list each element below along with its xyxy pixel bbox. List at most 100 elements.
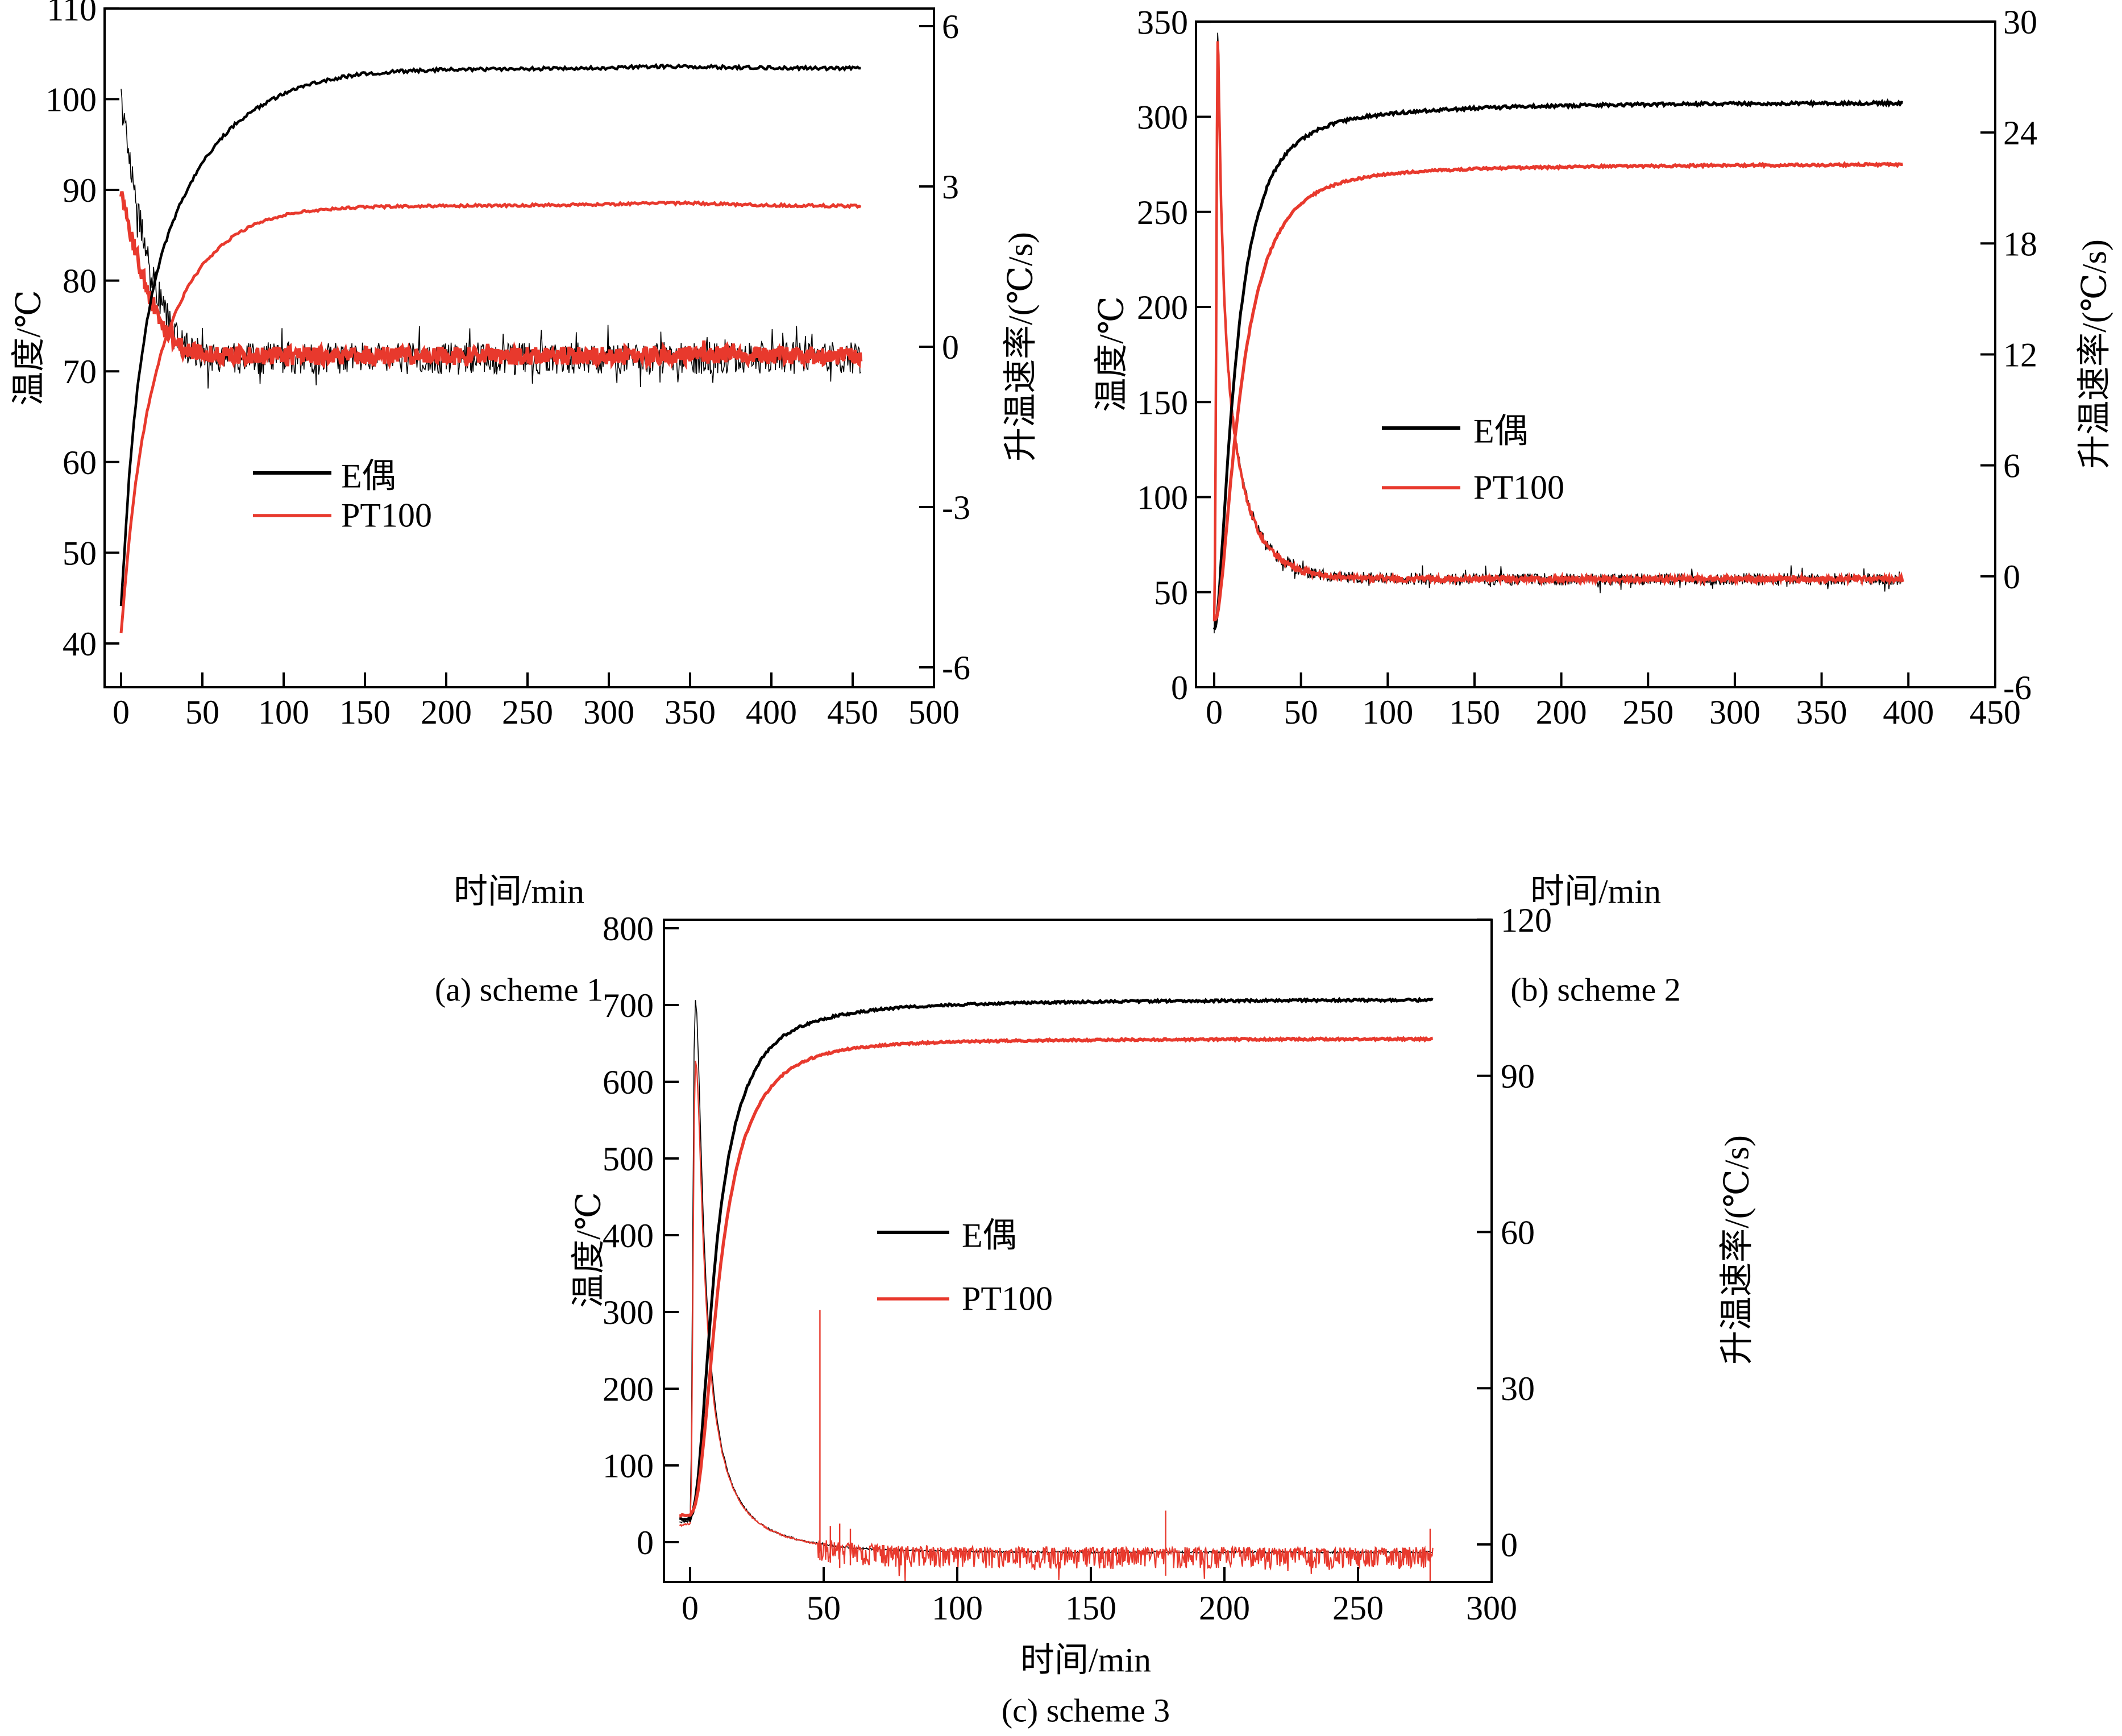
left-tick-label: 40 (63, 625, 97, 663)
chart-a-curves (119, 63, 863, 634)
series-E偶温度 (1212, 98, 1903, 630)
right-tick-label: 0 (942, 329, 959, 366)
left-tick-label: 600 (603, 1064, 654, 1101)
ticks: 0 50 100 150 200 250 3000100200300400500600700… (603, 902, 1552, 1627)
left-tick-label: 500 (603, 1140, 654, 1178)
right-tick-label: 24 (2003, 114, 2037, 152)
chart-c: 0 50 100 150 200 250 3000100200300400500600700… (603, 902, 1552, 1627)
x-tick-label: 100 (932, 1589, 983, 1627)
x-tick-label: 100 (258, 693, 309, 731)
left-tick-label: 100 (45, 81, 97, 118)
x-tick-label: 450 (827, 693, 878, 731)
x-tick-label: 0 (113, 693, 130, 731)
x-tick-label: 50 (1284, 693, 1318, 731)
series-PT100升温速率 (679, 1060, 1434, 1581)
legend-label: PT100 (962, 1280, 1053, 1318)
x-tick-label: 350 (665, 693, 716, 731)
y-axis-label-right: 升温速率/(℃/s) (1718, 1135, 1756, 1365)
right-tick-label: 120 (1501, 902, 1552, 939)
x-tick-label: 150 (339, 693, 391, 731)
right-tick-label: 30 (1501, 1370, 1535, 1407)
x-tick-label: 150 (1449, 693, 1500, 731)
x-tick-label: 50 (807, 1589, 841, 1627)
series-PT100升温速率 (119, 191, 863, 371)
left-tick-label: 110 (47, 0, 97, 28)
left-tick-label: 60 (63, 444, 97, 481)
left-tick-label: 50 (63, 534, 97, 572)
left-tick-label: 300 (1137, 99, 1188, 136)
series-E偶升温速率 (679, 1000, 1433, 1555)
x-axis-label: 时间/min (1020, 1641, 1152, 1679)
left-tick-label: 50 (1154, 574, 1188, 612)
x-tick-label: 350 (1796, 693, 1847, 731)
series-PT100温度 (119, 200, 862, 634)
left-tick-label: 250 (1137, 194, 1188, 231)
x-tick-label: 0 (1206, 693, 1223, 731)
x-tick-label: 500 (908, 693, 960, 731)
x-tick-label: 400 (746, 693, 797, 731)
right-tick-label: 60 (1501, 1214, 1535, 1251)
left-tick-label: 300 (603, 1294, 654, 1331)
x-tick-label: 250 (502, 693, 553, 731)
right-tick-label: 30 (2003, 3, 2037, 41)
right-tick-label: 12 (2003, 336, 2037, 373)
left-tick-label: 200 (1137, 289, 1188, 326)
left-tick-label: 800 (603, 910, 654, 948)
ticks: 0 50 100 150 200 250 300 350 400 450 5004050607080… (45, 0, 970, 731)
x-tick-label: 100 (1362, 693, 1413, 731)
legend-label: PT100 (1473, 468, 1565, 506)
y-axis-label-left: 温度/℃ (1093, 296, 1131, 412)
x-tick-label: 400 (1883, 693, 1934, 731)
legend-label: E偶 (962, 1216, 1017, 1255)
ticks: 0 50 100 150 200 250 300 350 400 4500501001502002… (1137, 3, 2037, 731)
x-tick-label: 250 (1332, 1589, 1384, 1627)
y-axis-label-right: 升温速率/(℃/s) (1002, 232, 1040, 462)
legend-label: E偶 (341, 457, 396, 495)
y-axis-label-left: 温度/℃ (10, 290, 48, 406)
right-tick-label: -6 (942, 649, 970, 687)
series-E偶温度 (679, 996, 1434, 1523)
x-axis-label: 时间/min (1530, 873, 1662, 911)
left-tick-label: 150 (1137, 384, 1188, 421)
series-PT100温度 (1213, 161, 1904, 622)
right-tick-label: 6 (942, 8, 959, 45)
chart-a: 0 50 100 150 200 250 300 350 400 450 5004050607080… (45, 0, 970, 731)
chart-caption: (a) scheme 1 (434, 971, 604, 1008)
left-tick-label: 80 (63, 263, 97, 300)
left-tick-label: 700 (603, 987, 654, 1024)
right-tick-label: -3 (942, 489, 970, 526)
right-tick-label: 6 (2003, 447, 2020, 485)
x-tick-label: 200 (421, 693, 472, 731)
axes-frame (663, 919, 1493, 1583)
left-tick-label: 100 (603, 1447, 654, 1485)
chart-b-curves (1212, 32, 1904, 634)
legend-label: E偶 (1473, 412, 1529, 450)
right-tick-label: 3 (942, 168, 959, 206)
series-E偶升温速率 (1214, 32, 1904, 634)
x-tick-label: 300 (583, 693, 634, 731)
left-tick-label: 0 (637, 1524, 654, 1561)
chart-caption: (c) scheme 3 (1001, 1692, 1170, 1729)
left-tick-label: 200 (603, 1370, 654, 1408)
y-axis-label-right: 升温速率/(℃/s) (2075, 239, 2113, 469)
x-tick-label: 300 (1709, 693, 1760, 731)
y-axis-label-left: 温度/℃ (570, 1192, 608, 1308)
left-tick-label: 0 (1171, 669, 1188, 707)
right-tick-label: 0 (2003, 558, 2020, 596)
x-tick-label: 50 (185, 693, 219, 731)
x-axis-label: 时间/min (453, 873, 585, 911)
x-tick-label: 0 (682, 1589, 699, 1627)
x-tick-label: 200 (1536, 693, 1587, 731)
series-E偶温度 (119, 63, 861, 607)
right-tick-label: 0 (1501, 1526, 1518, 1564)
legend-label: PT100 (341, 496, 433, 534)
axes-frame (1195, 20, 1996, 688)
right-tick-label: -6 (2003, 669, 2032, 707)
left-tick-label: 70 (63, 353, 97, 391)
series-PT100升温速率 (1212, 41, 1904, 622)
left-tick-label: 350 (1137, 3, 1188, 41)
left-tick-label: 100 (1137, 479, 1188, 517)
x-tick-label: 200 (1199, 1589, 1250, 1627)
